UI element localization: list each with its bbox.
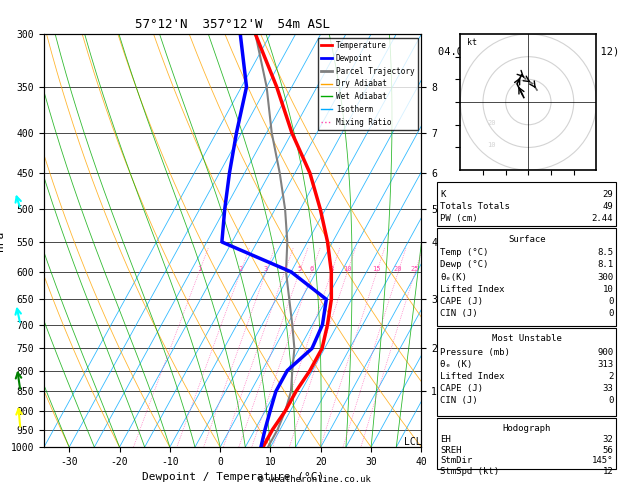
- Y-axis label: km
ASL: km ASL: [440, 232, 462, 249]
- Text: 0: 0: [608, 309, 613, 318]
- Text: 5: 5: [298, 266, 302, 272]
- Title: 57°12'N  357°12'W  54m ASL: 57°12'N 357°12'W 54m ASL: [135, 18, 330, 32]
- Text: K: K: [440, 190, 446, 199]
- Text: Surface: Surface: [508, 235, 545, 243]
- Text: 32: 32: [603, 435, 613, 444]
- Text: 313: 313: [597, 360, 613, 369]
- Text: 49: 49: [603, 202, 613, 211]
- Text: 145°: 145°: [592, 456, 613, 465]
- Text: PW (cm): PW (cm): [440, 214, 478, 223]
- Text: 10: 10: [603, 285, 613, 294]
- Text: 33: 33: [603, 384, 613, 393]
- Text: θₑ(K): θₑ(K): [440, 273, 467, 281]
- Text: 15: 15: [372, 266, 381, 272]
- Text: 12: 12: [603, 467, 613, 476]
- Text: Hodograph: Hodograph: [503, 424, 551, 433]
- Text: 0: 0: [608, 397, 613, 405]
- Text: 2: 2: [608, 372, 613, 381]
- Text: © weatheronline.co.uk: © weatheronline.co.uk: [258, 474, 371, 484]
- Text: Lifted Index: Lifted Index: [440, 285, 505, 294]
- Text: 20: 20: [394, 266, 403, 272]
- Text: 300: 300: [597, 273, 613, 281]
- Text: 29: 29: [603, 190, 613, 199]
- Text: 25: 25: [411, 266, 420, 272]
- Text: 10: 10: [487, 142, 496, 148]
- Text: 04.05.2024  12GMT  (Base: 12): 04.05.2024 12GMT (Base: 12): [438, 47, 619, 56]
- Text: 8.1: 8.1: [597, 260, 613, 269]
- Text: θₑ (K): θₑ (K): [440, 360, 472, 369]
- Text: 3: 3: [264, 266, 268, 272]
- Text: CIN (J): CIN (J): [440, 309, 478, 318]
- Text: 8: 8: [330, 266, 334, 272]
- Text: kt: kt: [467, 38, 477, 47]
- Text: 0: 0: [608, 297, 613, 306]
- Text: Temp (°C): Temp (°C): [440, 248, 489, 257]
- Text: SREH: SREH: [440, 446, 462, 454]
- Text: EH: EH: [440, 435, 451, 444]
- Text: CAPE (J): CAPE (J): [440, 384, 483, 393]
- Text: StmDir: StmDir: [440, 456, 472, 465]
- Text: Most Unstable: Most Unstable: [492, 334, 562, 343]
- Y-axis label: hPa: hPa: [0, 230, 5, 251]
- Text: 900: 900: [597, 348, 613, 357]
- X-axis label: Dewpoint / Temperature (°C): Dewpoint / Temperature (°C): [142, 472, 324, 483]
- Text: 56: 56: [603, 446, 613, 454]
- Text: CAPE (J): CAPE (J): [440, 297, 483, 306]
- Text: 2: 2: [238, 266, 243, 272]
- Text: 1: 1: [197, 266, 201, 272]
- Text: 10: 10: [343, 266, 352, 272]
- Text: Dewp (°C): Dewp (°C): [440, 260, 489, 269]
- Text: 2.44: 2.44: [592, 214, 613, 223]
- Text: CIN (J): CIN (J): [440, 397, 478, 405]
- Text: 8.5: 8.5: [597, 248, 613, 257]
- Text: Lifted Index: Lifted Index: [440, 372, 505, 381]
- Text: StmSpd (kt): StmSpd (kt): [440, 467, 499, 476]
- Text: LCL: LCL: [404, 437, 421, 447]
- Text: Pressure (mb): Pressure (mb): [440, 348, 510, 357]
- Text: 6: 6: [309, 266, 314, 272]
- Text: Totals Totals: Totals Totals: [440, 202, 510, 211]
- Legend: Temperature, Dewpoint, Parcel Trajectory, Dry Adiabat, Wet Adiabat, Isotherm, Mi: Temperature, Dewpoint, Parcel Trajectory…: [318, 38, 418, 130]
- Text: 4: 4: [282, 266, 287, 272]
- Text: 20: 20: [487, 120, 496, 126]
